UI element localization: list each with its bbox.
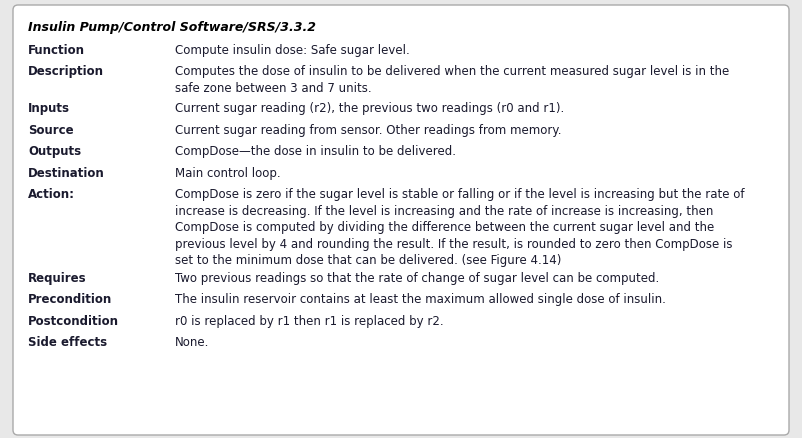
Text: Two previous readings so that the rate of change of sugar level can be computed.: Two previous readings so that the rate o…	[175, 272, 659, 284]
Text: Destination: Destination	[28, 166, 105, 180]
Text: Function: Function	[28, 44, 85, 57]
Text: Action:: Action:	[28, 188, 75, 201]
Text: Source: Source	[28, 124, 74, 137]
Text: Outputs: Outputs	[28, 145, 81, 158]
Text: None.: None.	[175, 336, 209, 349]
Text: Main control loop.: Main control loop.	[175, 166, 281, 180]
Text: Precondition: Precondition	[28, 293, 112, 306]
Text: Current sugar reading from sensor. Other readings from memory.: Current sugar reading from sensor. Other…	[175, 124, 561, 137]
Text: Insulin Pump/Control Software/SRS/3.3.2: Insulin Pump/Control Software/SRS/3.3.2	[28, 21, 316, 34]
Text: Current sugar reading (r2), the previous two readings (r0 and r1).: Current sugar reading (r2), the previous…	[175, 102, 565, 115]
Text: Inputs: Inputs	[28, 102, 70, 115]
Text: Description: Description	[28, 65, 104, 78]
Text: Computes the dose of insulin to be delivered when the current measured sugar lev: Computes the dose of insulin to be deliv…	[175, 65, 729, 95]
FancyBboxPatch shape	[13, 6, 789, 435]
Text: r0 is replaced by r1 then r1 is replaced by r2.: r0 is replaced by r1 then r1 is replaced…	[175, 314, 444, 327]
Text: The insulin reservoir contains at least the maximum allowed single dose of insul: The insulin reservoir contains at least …	[175, 293, 666, 306]
Text: CompDose is zero if the sugar level is stable or falling or if the level is incr: CompDose is zero if the sugar level is s…	[175, 188, 744, 267]
Text: Requires: Requires	[28, 272, 87, 284]
Text: Side effects: Side effects	[28, 336, 107, 349]
Text: CompDose—the dose in insulin to be delivered.: CompDose—the dose in insulin to be deliv…	[175, 145, 456, 158]
Text: Postcondition: Postcondition	[28, 314, 119, 327]
Text: Compute insulin dose: Safe sugar level.: Compute insulin dose: Safe sugar level.	[175, 44, 410, 57]
